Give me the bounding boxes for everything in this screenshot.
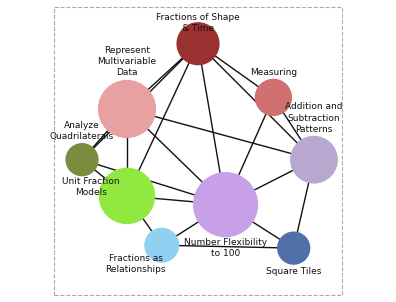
Text: Represent
Multivariable
Data: Represent Multivariable Data	[97, 46, 156, 77]
Text: Square Tiles: Square Tiles	[266, 267, 322, 276]
Circle shape	[194, 173, 257, 236]
Text: Analyze
Quadrilaterals: Analyze Quadrilaterals	[50, 121, 114, 141]
Text: Fractions as
Relationships: Fractions as Relationships	[105, 254, 166, 274]
Circle shape	[145, 228, 179, 262]
Text: Number Flexibility
to 100: Number Flexibility to 100	[184, 238, 267, 258]
Circle shape	[255, 79, 291, 115]
Circle shape	[278, 232, 310, 264]
Text: Fractions of Shape
& Time: Fractions of Shape & Time	[156, 13, 240, 34]
Circle shape	[66, 144, 98, 176]
Circle shape	[99, 81, 155, 137]
Circle shape	[99, 169, 154, 223]
Circle shape	[177, 23, 219, 65]
Text: Unit Fraction
Models: Unit Fraction Models	[62, 177, 120, 197]
Text: Measuring: Measuring	[250, 68, 297, 77]
Text: Addition and
Subtraction
Patterns: Addition and Subtraction Patterns	[285, 102, 343, 133]
Circle shape	[291, 137, 337, 183]
